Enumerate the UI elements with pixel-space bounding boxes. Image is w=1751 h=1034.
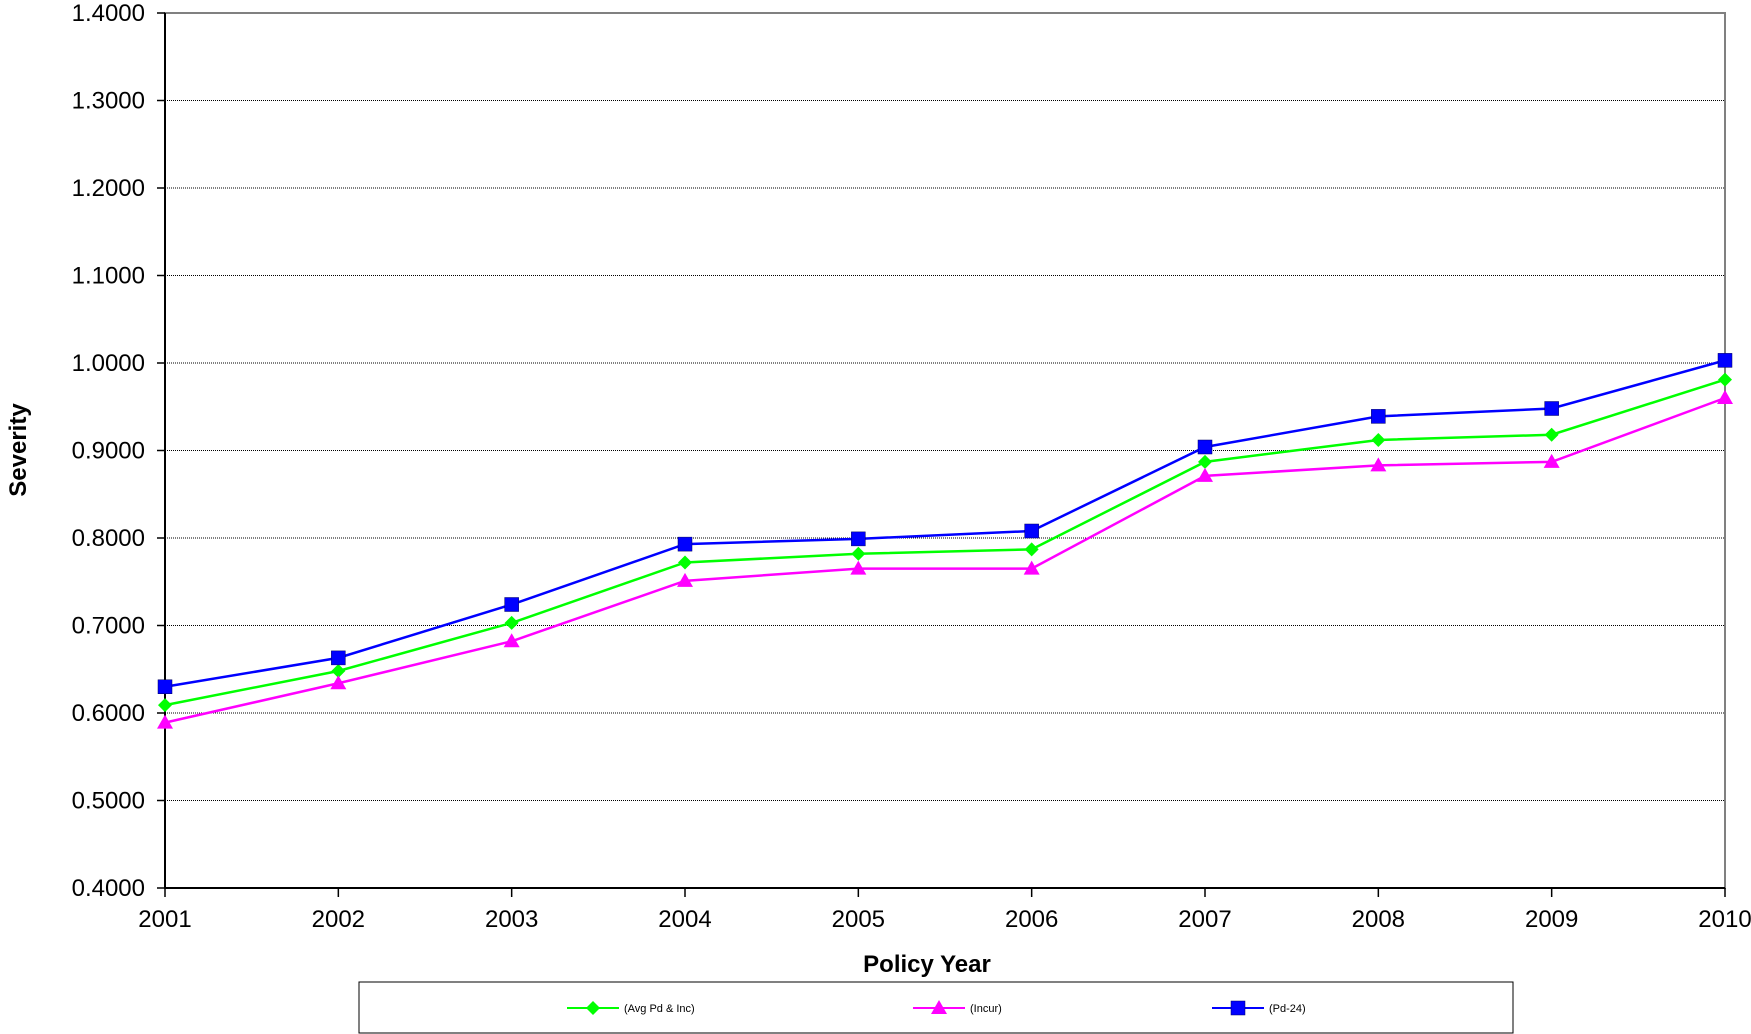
series-line [164, 359, 1726, 688]
data-point [504, 597, 519, 612]
legend-label: (Incur) [970, 1003, 1002, 1015]
series-1 [158, 372, 1732, 713]
x-tick-label: 2010 [1698, 906, 1751, 933]
y-tick-label: 1.3000 [72, 88, 145, 115]
y-axis-title: Severity [5, 403, 32, 497]
y-tick-label: 1.0000 [72, 350, 145, 377]
data-point [1370, 457, 1387, 472]
series-line [164, 396, 1726, 724]
data-point [1198, 454, 1212, 469]
data-point [1197, 439, 1213, 455]
x-axis-title: Policy Year [863, 951, 991, 978]
data-point [1371, 409, 1386, 424]
legend-marker [586, 1001, 600, 1015]
y-tick-label: 1.4000 [72, 0, 145, 27]
data-point [851, 531, 866, 547]
data-point [1544, 401, 1559, 416]
series-layer [157, 353, 1733, 729]
x-tick-label: 2007 [1178, 906, 1231, 933]
data-point [331, 664, 346, 678]
x-tick-label: 2003 [485, 906, 538, 933]
data-point [1543, 453, 1560, 468]
data-point [1544, 427, 1559, 442]
legend-marker [931, 1000, 947, 1014]
data-point [158, 698, 172, 713]
data-point [850, 560, 867, 575]
legend-marker [1230, 1000, 1246, 1016]
data-point [1717, 390, 1733, 404]
data-point [678, 555, 692, 570]
data-point [1197, 467, 1213, 482]
data-point [1717, 353, 1733, 368]
data-point [157, 714, 173, 729]
y-tick-label: 0.5000 [72, 788, 145, 815]
data-point [1023, 560, 1040, 575]
legend-item: (Avg Pd & Inc) [567, 1001, 695, 1015]
data-point [851, 546, 866, 561]
y-tick-label: 0.9000 [72, 438, 145, 465]
data-point [1024, 523, 1039, 539]
data-point [330, 675, 347, 690]
x-tick-label: 2001 [138, 906, 191, 933]
legend-item: (Incur) [913, 1000, 1002, 1015]
series-3 [157, 353, 1733, 694]
data-point [677, 536, 693, 552]
x-tick-label: 2004 [658, 906, 711, 933]
series-line [164, 378, 1726, 707]
series-2 [157, 390, 1733, 729]
legend-label: (Avg Pd & Inc) [624, 1003, 695, 1015]
data-point [1718, 372, 1732, 387]
x-tick-label: 2002 [312, 906, 365, 933]
y-tick-label: 0.7000 [72, 613, 145, 640]
data-point [1371, 433, 1386, 447]
x-tick-label: 2009 [1525, 906, 1578, 933]
x-tick-label: 2008 [1352, 906, 1405, 933]
data-point [677, 572, 693, 587]
gridlines [165, 100, 1725, 801]
data-point [504, 615, 519, 630]
y-tick-label: 0.8000 [72, 525, 145, 552]
y-tick-label: 0.6000 [72, 700, 145, 727]
data-point [1024, 542, 1039, 557]
data-point [503, 633, 520, 648]
y-tick-label: 1.1000 [72, 263, 145, 290]
y-tick-label: 1.2000 [72, 175, 145, 202]
x-tick-label: 2006 [1005, 906, 1058, 933]
legend-label: (Pd-24) [1269, 1003, 1306, 1015]
x-tick-label: 2005 [832, 906, 885, 933]
data-point [331, 650, 346, 666]
legend: (Avg Pd & Inc) (Incur) (Pd-24) [358, 981, 1514, 1034]
data-point [157, 679, 173, 694]
legend-item: (Pd-24) [1212, 1000, 1306, 1016]
axes: 0.4000 0.5000 0.6000 0.7000 0.8000 0.9000 1.00… [72, 0, 1751, 933]
y-tick-label: 0.4000 [72, 875, 145, 902]
